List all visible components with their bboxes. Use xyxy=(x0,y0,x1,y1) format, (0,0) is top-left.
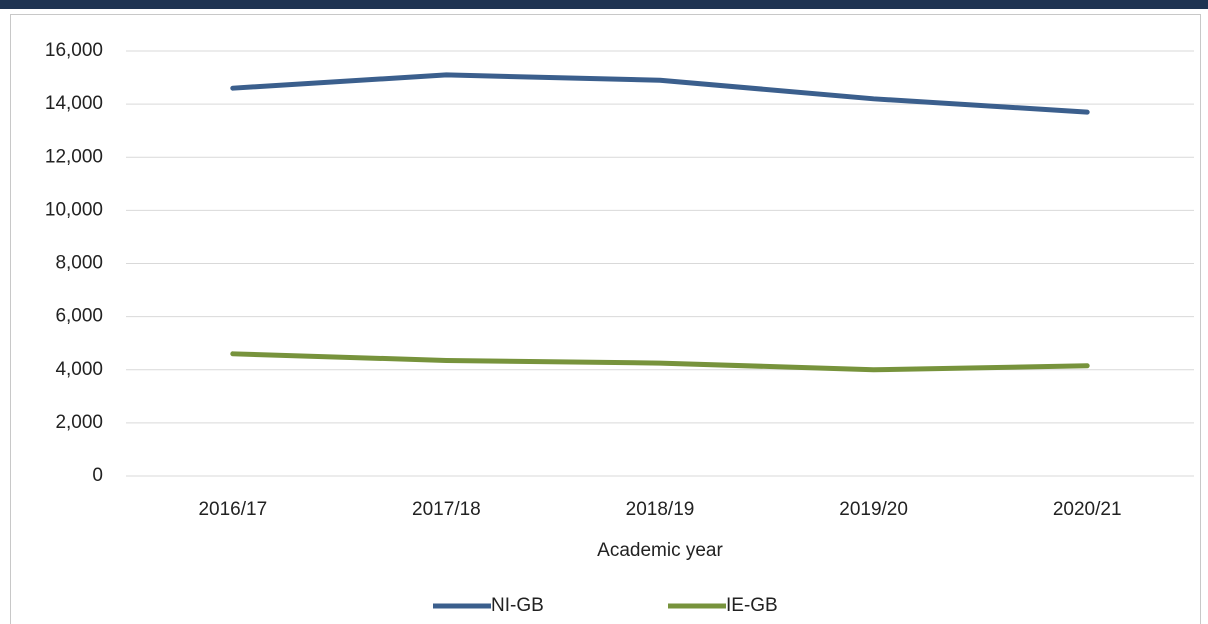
y-tick-label: 8,000 xyxy=(55,253,103,274)
x-tick-label: 2019/20 xyxy=(839,499,908,520)
y-tick-label: 4,000 xyxy=(55,359,103,380)
y-tick-label: 2,000 xyxy=(55,412,103,433)
y-tick-label: 6,000 xyxy=(55,306,103,327)
y-tick-label: 0 xyxy=(92,465,103,486)
y-tick-label: 10,000 xyxy=(45,199,103,220)
x-tick-label: 2017/18 xyxy=(412,499,481,520)
series-line xyxy=(230,72,1090,115)
y-tick-label: 14,000 xyxy=(45,93,103,114)
y-tick-label: 16,000 xyxy=(45,40,103,61)
x-tick-label: 2016/17 xyxy=(198,499,267,520)
chart-frame xyxy=(10,14,1201,624)
x-tick-label: 2020/21 xyxy=(1053,499,1122,520)
x-tick-label: 2018/19 xyxy=(626,499,695,520)
y-tick-label: 12,000 xyxy=(45,146,103,167)
legend-label: IE-GB xyxy=(726,595,778,616)
series-line xyxy=(230,351,1090,373)
top-bar xyxy=(0,0,1208,9)
legend-label: NI-GB xyxy=(491,595,544,616)
x-axis-title: Academic year xyxy=(597,540,723,561)
